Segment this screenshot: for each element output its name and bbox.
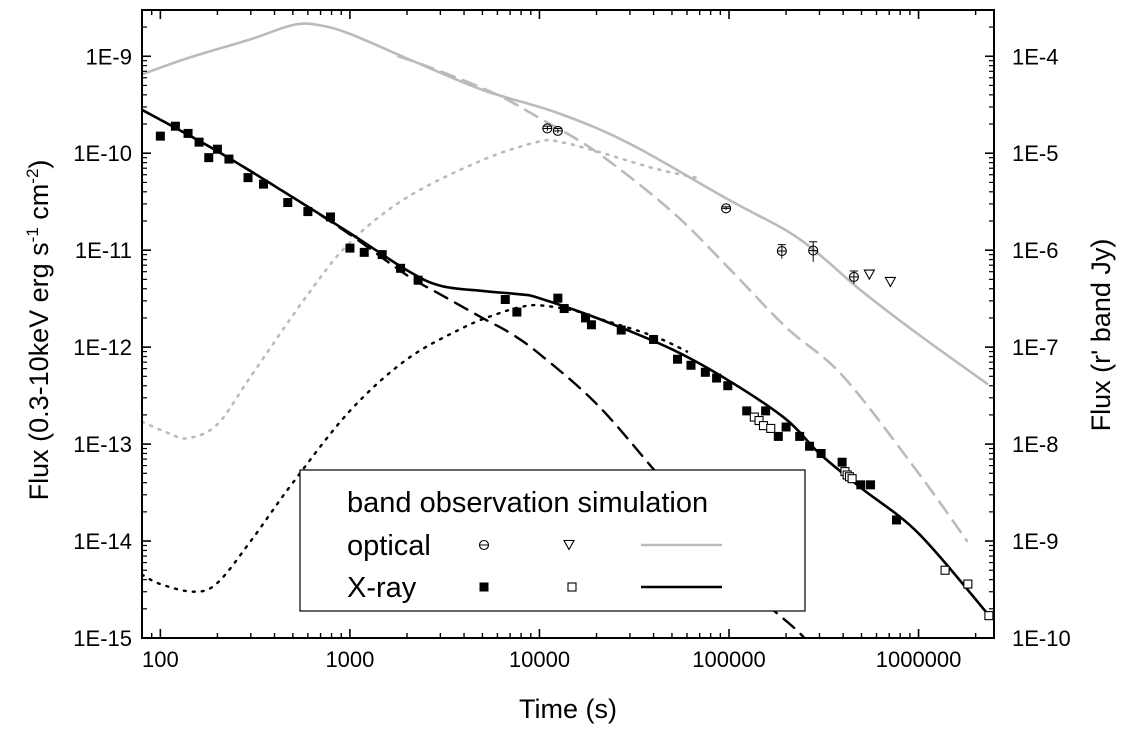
xray-point	[761, 406, 771, 416]
xray-point	[723, 381, 733, 391]
xray-point	[581, 313, 591, 323]
y-tick-label: 1E-15	[73, 626, 132, 651]
y2-axis-label: Flux (r' band Jy)	[1086, 239, 1116, 432]
axes-layer: 100 1000 10000 100000 1000000 1E-15 1E-14 1E-13…	[73, 9, 1071, 672]
legend-label-xray: X-ray	[347, 572, 417, 604]
y-tick-label: 1E-10	[73, 141, 132, 166]
legend: band observation simulation optical X-ray	[299, 469, 806, 612]
xray-point	[326, 212, 336, 222]
xray-open-point	[940, 565, 950, 575]
xray-point	[359, 247, 369, 257]
xray-point	[155, 131, 165, 141]
y2-tick-label: 1E-9	[1012, 529, 1058, 554]
xray-point	[500, 294, 510, 304]
xray-point	[616, 325, 626, 335]
y2-tick-label: 1E-6	[1012, 238, 1058, 263]
y2-tick-label: 1E-10	[1012, 626, 1071, 651]
curves-layer	[142, 22, 989, 638]
xray-point	[553, 293, 563, 303]
xray-open-point	[963, 579, 973, 589]
optical-point	[848, 270, 859, 284]
y-tick-label: 1E-13	[73, 432, 132, 457]
x-tick-label: 1000	[325, 647, 374, 672]
series-line-line-solid-gray	[142, 22, 989, 385]
xray-point	[773, 431, 783, 441]
markers-layer	[155, 121, 994, 621]
xray-point	[224, 154, 234, 164]
optical-point	[552, 125, 563, 136]
optical-point	[721, 203, 732, 214]
xray-point	[170, 121, 180, 131]
y2-tick-label: 1E-4	[1012, 44, 1058, 69]
legend-marker-xray-open	[567, 582, 577, 592]
xray-point	[258, 179, 268, 189]
optical-triangle-point	[863, 269, 876, 281]
legend-marker-optical-circle	[478, 539, 490, 551]
y-tick-label: 1E-12	[73, 335, 132, 360]
xray-point	[673, 354, 683, 364]
xray-point	[816, 448, 826, 458]
plot-frame	[141, 9, 995, 639]
xray-point	[212, 144, 222, 154]
legend-marker-xray-filled	[479, 582, 489, 592]
xray-point	[396, 263, 406, 273]
xray-point	[559, 304, 569, 314]
xray-point	[686, 360, 696, 370]
xray-point	[892, 515, 902, 525]
xray-point	[303, 207, 313, 217]
y-tick-label: 1E-14	[73, 529, 132, 554]
xray-open-point	[766, 423, 776, 433]
x-axis-label: Time (s)	[519, 694, 617, 724]
xray-point	[413, 275, 423, 285]
xray-point	[345, 243, 355, 253]
optical-point	[808, 241, 819, 262]
xray-point	[856, 480, 866, 490]
series-line-line-dot-gray	[142, 138, 701, 440]
xray-point	[742, 406, 752, 416]
optical-point	[542, 123, 553, 134]
y2-tick-label: 1E-7	[1012, 335, 1058, 360]
x-tick-label: 100	[142, 647, 179, 672]
series-line-line-dot-black	[142, 303, 689, 593]
y2-tick-label: 1E-5	[1012, 141, 1058, 166]
xray-point	[204, 153, 214, 163]
xray-point	[837, 457, 847, 467]
xray-point	[712, 373, 722, 383]
xray-point	[512, 307, 522, 317]
legend-header: band observation simulation	[347, 487, 708, 519]
y-tick-label: 1E-11	[75, 238, 132, 263]
xray-point	[700, 367, 710, 377]
xray-point	[795, 431, 805, 441]
xray-point	[781, 422, 791, 432]
y2-tick-label: 1E-8	[1012, 432, 1058, 457]
xray-point	[866, 480, 876, 490]
legend-marker-optical-triangle	[563, 539, 575, 551]
y-tick-label: 1E-9	[86, 44, 132, 69]
xray-point	[805, 441, 815, 451]
y-axis-label: Flux (0.3-10keV erg s-1 cm-2)	[23, 160, 54, 501]
xray-open-point	[984, 611, 994, 621]
x-tick-label: 100000	[692, 647, 765, 672]
xray-point	[283, 198, 293, 208]
xray-point	[183, 128, 193, 138]
xray-point	[194, 137, 204, 147]
xray-point	[649, 334, 659, 344]
series-line-line-dash-gray	[397, 55, 969, 543]
optical-triangle-point	[884, 276, 897, 288]
series-line-line-dash-black	[142, 108, 807, 638]
legend-label-optical: optical	[347, 530, 431, 562]
xray-open-point	[847, 474, 857, 484]
x-tick-label: 1000000	[876, 647, 962, 672]
xray-point	[586, 320, 596, 330]
series-line-line-solid-black	[142, 108, 989, 615]
xray-point	[377, 250, 387, 260]
optical-point	[776, 244, 787, 259]
x-tick-label: 10000	[509, 647, 570, 672]
xray-point	[243, 173, 253, 183]
